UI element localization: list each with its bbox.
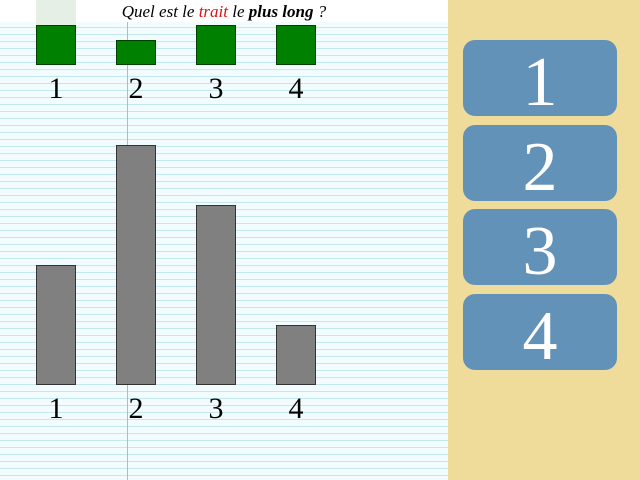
bar-label-3: 3 — [208, 392, 224, 425]
lined-paper-area: Quel est le trait le plus long ? 1 2 3 4… — [0, 0, 448, 480]
bar-label-1: 1 — [48, 392, 64, 425]
answer-button-4[interactable]: 4 — [463, 294, 617, 375]
question-part-1: Quel est le — [121, 2, 199, 21]
mini-label-1: 1 — [48, 72, 64, 105]
bar-4 — [276, 325, 316, 385]
bar-3 — [196, 205, 236, 385]
mini-label-3: 3 — [208, 72, 224, 105]
question-bold-words: plus long — [248, 2, 314, 21]
question-part-2: le — [227, 2, 249, 21]
mini-bar-4 — [276, 25, 316, 65]
bar-label-2: 2 — [128, 392, 144, 425]
bar-2 — [116, 145, 156, 385]
bar-1 — [36, 265, 76, 385]
mini-bar-ghost — [36, 0, 76, 25]
mini-bar-1 — [36, 25, 76, 65]
mini-bar-2 — [116, 40, 156, 65]
question-text: Quel est le trait le plus long ? — [0, 0, 448, 22]
bar-label-4: 4 — [288, 392, 304, 425]
mini-label-4: 4 — [288, 72, 304, 105]
question-highlight-word: trait — [198, 2, 228, 21]
question-part-3: ? — [313, 2, 327, 21]
answer-button-1[interactable]: 1 — [463, 40, 617, 121]
answer-button-3[interactable]: 3 — [463, 209, 617, 290]
mini-label-2: 2 — [128, 72, 144, 105]
answer-button-2[interactable]: 2 — [463, 125, 617, 206]
mini-bar-3 — [196, 25, 236, 65]
